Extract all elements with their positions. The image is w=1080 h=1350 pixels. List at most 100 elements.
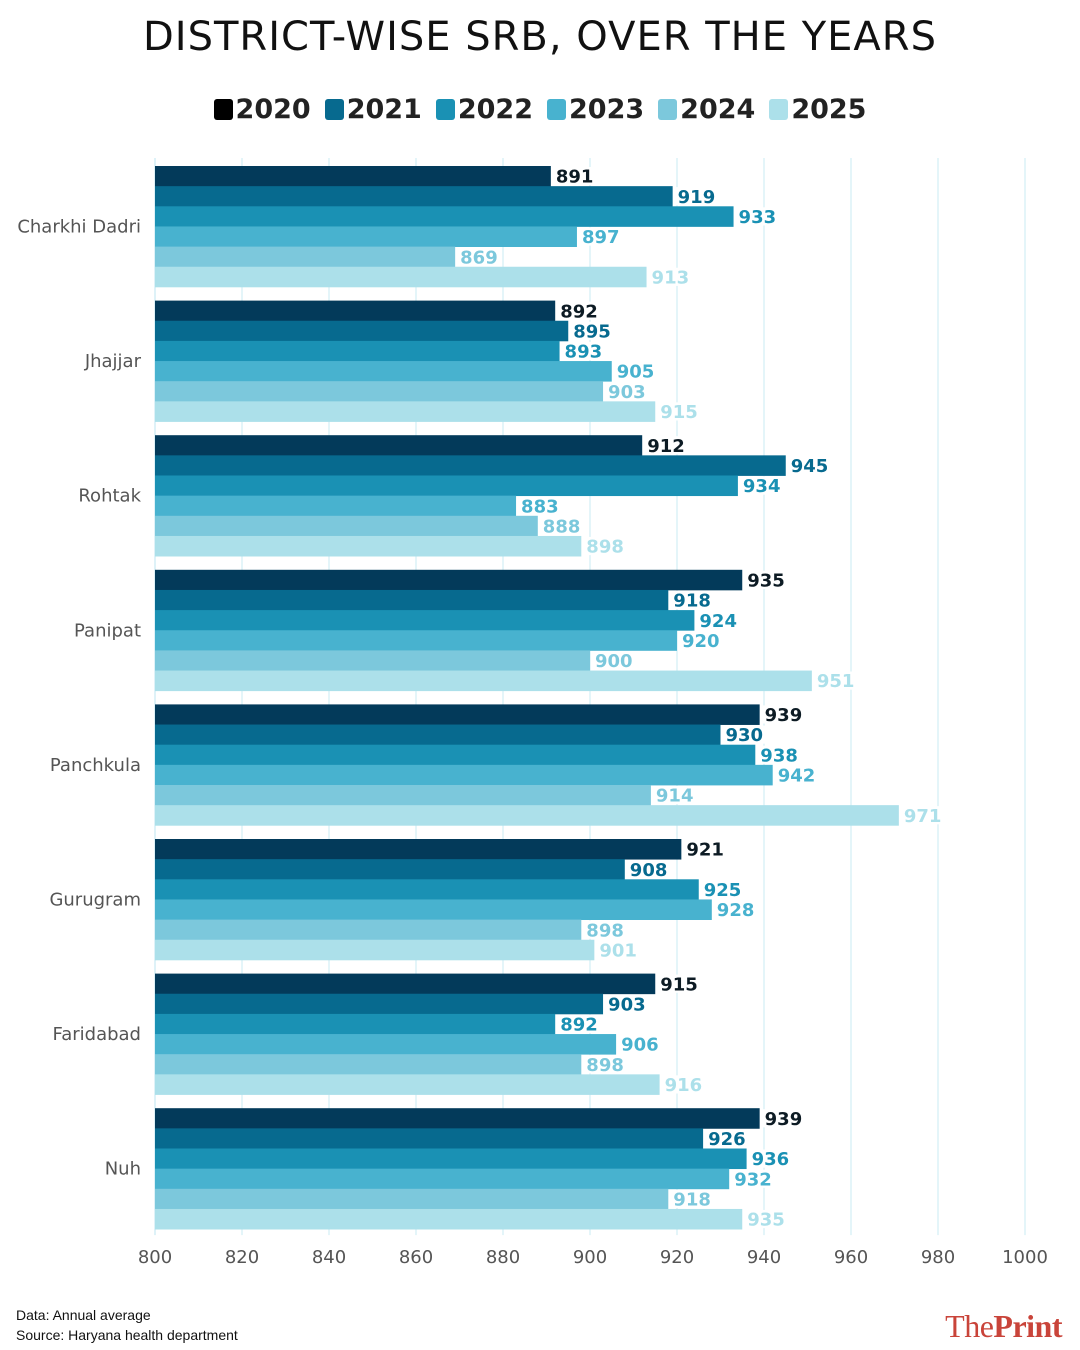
data-label-background [669, 590, 714, 610]
bar-2020 [155, 839, 682, 860]
x-tick-label: 940 [747, 1247, 781, 1268]
data-label: 892 [560, 1015, 598, 1036]
bar-2025 [155, 1208, 743, 1230]
bar-2023 [155, 764, 773, 786]
data-label: 971 [904, 806, 942, 827]
data-label: 903 [608, 382, 646, 403]
data-label-background [456, 247, 501, 266]
data-label-background [560, 341, 605, 361]
data-label: 919 [678, 187, 716, 208]
data-label: 945 [791, 456, 829, 477]
data-label-background [656, 974, 701, 993]
data-label-background [556, 301, 601, 320]
data-label-background [704, 1129, 749, 1148]
data-label: 898 [586, 920, 624, 941]
data-label-background [617, 1035, 662, 1054]
x-tick-label: 800 [138, 1247, 172, 1268]
data-label: 898 [586, 1055, 624, 1076]
bar-2020 [155, 704, 760, 725]
legend-item-2025: 2025 [769, 94, 866, 125]
data-label-background [734, 207, 779, 226]
bar-2025 [155, 670, 812, 692]
data-label-background [569, 321, 614, 340]
chart-title: DISTRICT-WISE SRB, OVER THE YEARS [143, 14, 937, 60]
data-label-background [604, 994, 649, 1013]
bar-2021 [155, 993, 604, 1015]
data-label-background [551, 167, 596, 186]
data-label-background [643, 436, 688, 455]
data-label: 915 [660, 402, 698, 423]
data-label: 906 [621, 1035, 659, 1056]
footer: Data: Annual average Source: Haryana hea… [16, 1305, 238, 1345]
bar-2021 [155, 859, 625, 880]
data-label-background [712, 900, 757, 919]
data-label-background [682, 840, 727, 859]
logo-part-1: The [945, 1308, 994, 1344]
data-label: 936 [752, 1149, 790, 1170]
data-label: 918 [673, 591, 711, 612]
data-label-background [756, 745, 801, 764]
legend-label: 2021 [346, 94, 422, 125]
legend-swatch [547, 99, 566, 120]
data-label: 897 [582, 227, 620, 248]
data-label: 942 [778, 766, 816, 787]
bar-2025 [155, 266, 647, 288]
data-label: 908 [630, 860, 668, 881]
bar-2025 [155, 401, 656, 422]
data-label: 892 [560, 301, 598, 322]
x-tick-label: 980 [921, 1247, 955, 1268]
data-label: 898 [586, 537, 624, 558]
bar-2021 [155, 320, 569, 342]
legend-swatch [324, 99, 344, 120]
data-label-background [673, 187, 718, 206]
data-label: 905 [617, 362, 655, 383]
data-label: 891 [556, 167, 594, 188]
data-label-background [604, 382, 649, 401]
data-label-background [773, 765, 818, 784]
legend-swatch [769, 99, 789, 120]
bar-2021 [155, 455, 786, 476]
data-label-background [582, 920, 627, 939]
data-label-background [786, 456, 831, 475]
bar-2024 [155, 1054, 582, 1075]
data-label-background [760, 705, 805, 724]
data-label-background [899, 806, 944, 825]
data-label: 903 [608, 994, 646, 1015]
data-label: 888 [543, 516, 581, 537]
bar-2022 [155, 744, 756, 766]
source-note: Source: Haryana health department [16, 1327, 238, 1343]
data-label-background [743, 570, 788, 589]
x-tick-label: 1000 [1002, 1247, 1048, 1268]
bar-2020 [155, 1108, 760, 1129]
legend-swatch [658, 99, 678, 120]
data-label: 921 [686, 840, 724, 861]
data-label-background [651, 786, 696, 805]
category-label: Nuh [105, 1159, 141, 1180]
data-label: 920 [682, 631, 720, 652]
data-label: 883 [521, 496, 559, 517]
data-label-background [538, 516, 583, 535]
data-label-background [591, 651, 635, 670]
bar-2023 [155, 495, 517, 517]
legend-item-2024: 2024 [658, 94, 755, 125]
bar-2023 [155, 226, 577, 247]
data-label-background [721, 725, 766, 744]
data-label: 932 [734, 1169, 772, 1190]
bar-chart: 800 820 840 860 880 900 920 940 960 980 1000 Charkh… [17, 158, 1048, 1268]
category-label: Rohtak [78, 486, 141, 507]
bar-2020 [155, 300, 556, 322]
bar-2021 [155, 1128, 704, 1149]
data-label: 925 [704, 880, 742, 901]
data-label: 930 [726, 725, 764, 746]
data-label-background [595, 940, 640, 959]
x-tick-label: 880 [486, 1247, 520, 1268]
data-label: 935 [747, 1210, 785, 1231]
legend-label: 2024 [680, 94, 756, 125]
data-label: 951 [817, 671, 855, 692]
bar-2020 [155, 435, 643, 456]
bar-2020 [155, 973, 656, 995]
legend-swatch [213, 99, 233, 120]
bar-2024 [155, 1188, 669, 1210]
data-label: 934 [743, 476, 781, 497]
data-label: 928 [717, 900, 755, 921]
